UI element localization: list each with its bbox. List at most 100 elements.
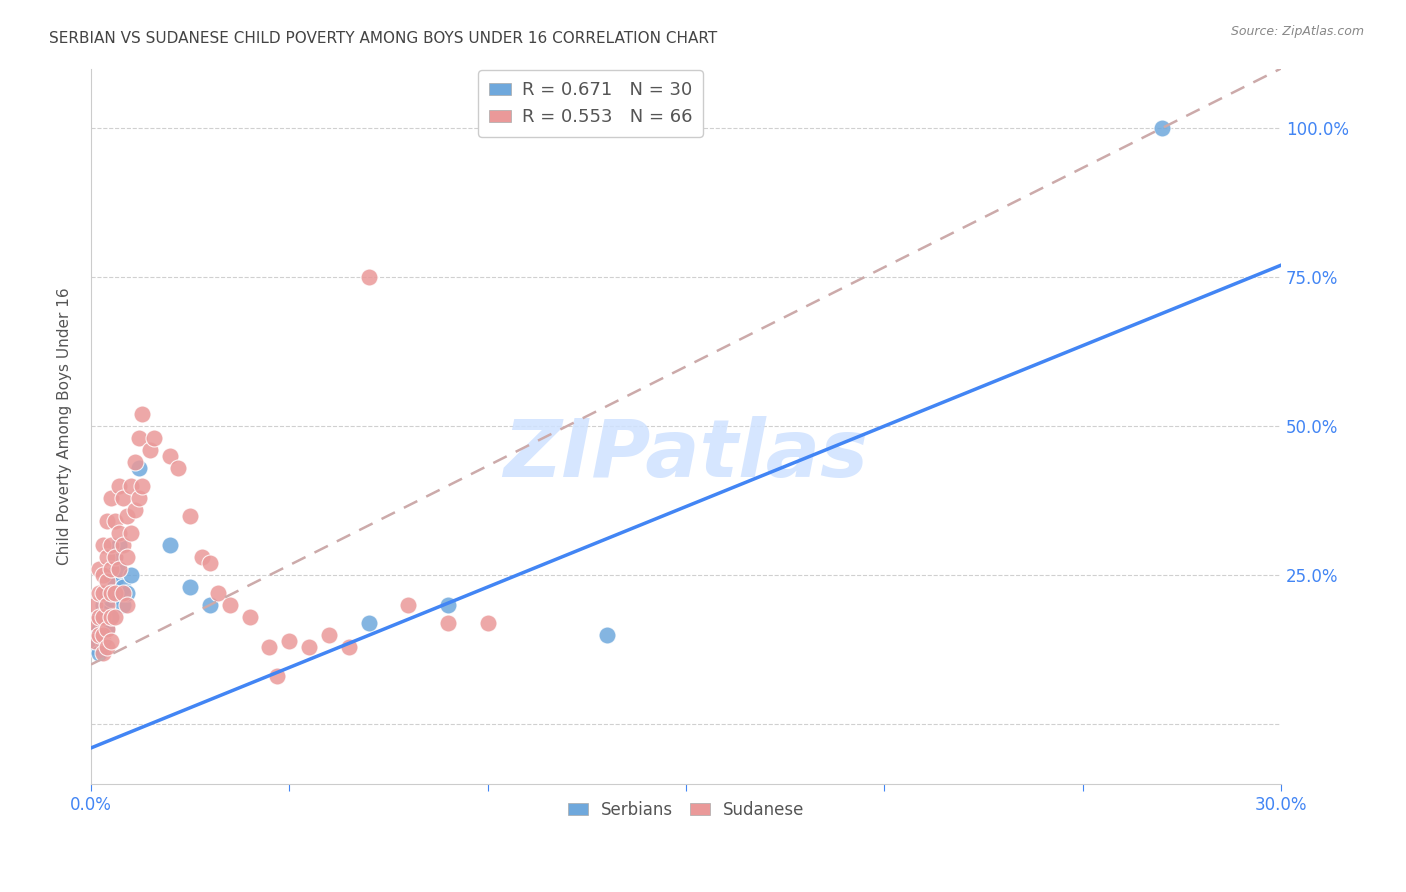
Point — [83, 615, 105, 630]
Point — [595, 628, 617, 642]
Point — [143, 431, 166, 445]
Point — [100, 610, 122, 624]
Point — [83, 598, 105, 612]
Point — [159, 449, 181, 463]
Point — [87, 562, 110, 576]
Point — [91, 610, 114, 624]
Point — [115, 598, 138, 612]
Point — [115, 508, 138, 523]
Point — [179, 580, 201, 594]
Point — [396, 598, 419, 612]
Point — [96, 574, 118, 588]
Point — [278, 633, 301, 648]
Point — [239, 610, 262, 624]
Point — [337, 640, 360, 654]
Point — [437, 598, 460, 612]
Point — [191, 550, 214, 565]
Point — [87, 586, 110, 600]
Point — [107, 562, 129, 576]
Point — [298, 640, 321, 654]
Point — [437, 615, 460, 630]
Point — [87, 610, 110, 624]
Point — [100, 591, 122, 606]
Point — [477, 615, 499, 630]
Point — [111, 598, 134, 612]
Point — [96, 598, 118, 612]
Point — [120, 526, 142, 541]
Point — [100, 491, 122, 505]
Point — [120, 479, 142, 493]
Point — [87, 622, 110, 636]
Point — [104, 550, 127, 565]
Point — [91, 633, 114, 648]
Point — [198, 556, 221, 570]
Point — [100, 562, 122, 576]
Point — [100, 538, 122, 552]
Point — [259, 640, 281, 654]
Point — [91, 598, 114, 612]
Legend: Serbians, Sudanese: Serbians, Sudanese — [561, 794, 811, 825]
Point — [107, 562, 129, 576]
Point — [131, 479, 153, 493]
Point — [83, 640, 105, 654]
Point — [83, 633, 105, 648]
Point — [128, 431, 150, 445]
Point — [266, 669, 288, 683]
Point — [87, 628, 110, 642]
Point — [104, 610, 127, 624]
Point — [91, 628, 114, 642]
Point — [96, 604, 118, 618]
Point — [198, 598, 221, 612]
Point — [1150, 121, 1173, 136]
Point — [111, 491, 134, 505]
Y-axis label: Child Poverty Among Boys Under 16: Child Poverty Among Boys Under 16 — [58, 287, 72, 565]
Point — [111, 586, 134, 600]
Point — [107, 526, 129, 541]
Point — [128, 491, 150, 505]
Point — [128, 460, 150, 475]
Text: ZIPatlas: ZIPatlas — [503, 416, 869, 494]
Point — [96, 515, 118, 529]
Point — [96, 622, 118, 636]
Point — [124, 455, 146, 469]
Point — [111, 538, 134, 552]
Point — [91, 586, 114, 600]
Point — [179, 508, 201, 523]
Point — [100, 586, 122, 600]
Point — [107, 479, 129, 493]
Point — [91, 646, 114, 660]
Point — [218, 598, 240, 612]
Point — [111, 580, 134, 594]
Point — [120, 568, 142, 582]
Point — [96, 550, 118, 565]
Point — [96, 586, 118, 600]
Point — [104, 574, 127, 588]
Text: SERBIAN VS SUDANESE CHILD POVERTY AMONG BOYS UNDER 16 CORRELATION CHART: SERBIAN VS SUDANESE CHILD POVERTY AMONG … — [49, 31, 717, 46]
Point — [91, 615, 114, 630]
Point — [115, 586, 138, 600]
Point — [96, 622, 118, 636]
Point — [124, 502, 146, 516]
Point — [87, 646, 110, 660]
Point — [131, 407, 153, 421]
Point — [357, 615, 380, 630]
Point — [104, 550, 127, 565]
Point — [100, 568, 122, 582]
Text: Source: ZipAtlas.com: Source: ZipAtlas.com — [1230, 25, 1364, 38]
Point — [87, 610, 110, 624]
Point — [100, 633, 122, 648]
Point — [115, 550, 138, 565]
Point — [318, 628, 340, 642]
Point — [91, 568, 114, 582]
Point — [104, 586, 127, 600]
Point — [159, 538, 181, 552]
Point — [207, 586, 229, 600]
Point — [91, 538, 114, 552]
Point — [167, 460, 190, 475]
Point — [357, 270, 380, 285]
Point — [96, 640, 118, 654]
Point — [100, 610, 122, 624]
Point — [107, 538, 129, 552]
Point — [139, 442, 162, 457]
Point — [104, 515, 127, 529]
